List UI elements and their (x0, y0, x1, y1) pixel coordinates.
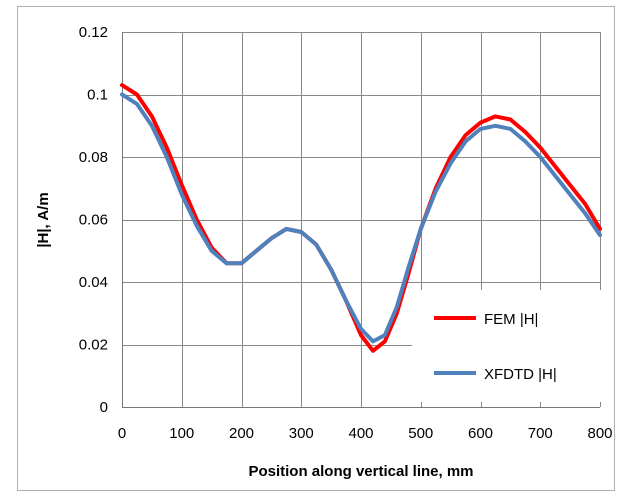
x-tick-label: 200 (229, 425, 254, 442)
y-tick-label: 0.08 (79, 149, 108, 166)
y-tick-label: 0.04 (79, 274, 108, 291)
x-tick-label: 500 (408, 425, 433, 442)
x-tick-label: 600 (468, 425, 493, 442)
x-axis-label: Position along vertical line, mm (248, 463, 473, 480)
y-tick-label: 0.02 (79, 337, 108, 354)
x-tick-label: 0 (118, 425, 126, 442)
series-line-xfdtd (120, 92, 602, 344)
legend: FEM |H| XFDTD |H| (412, 290, 612, 402)
legend-label-fem: FEM |H| (484, 311, 538, 328)
x-tick-label: 100 (169, 425, 194, 442)
x-tick-label: 300 (289, 425, 314, 442)
x-tick-label: 700 (528, 425, 553, 442)
series-group (120, 83, 602, 353)
y-tick-label: 0.1 (87, 87, 108, 104)
legend-label-xfdtd: XFDTD |H| (484, 366, 557, 383)
x-tick-label: 800 (587, 425, 612, 442)
y-tick-label: 0.06 (79, 212, 108, 229)
y-tick-label: 0 (100, 399, 108, 416)
axes: 0 0.02 0.04 0.06 0.08 0.1 0.12 0 100 200 300 400 500… (79, 24, 613, 442)
chart-border (17, 6, 615, 491)
x-tick-label: 400 (348, 425, 373, 442)
series-line-fem (120, 83, 602, 353)
y-tick-label: 0.12 (79, 24, 108, 41)
legend-box (412, 290, 612, 402)
y-axis-label: |H|, A/m (35, 192, 52, 247)
